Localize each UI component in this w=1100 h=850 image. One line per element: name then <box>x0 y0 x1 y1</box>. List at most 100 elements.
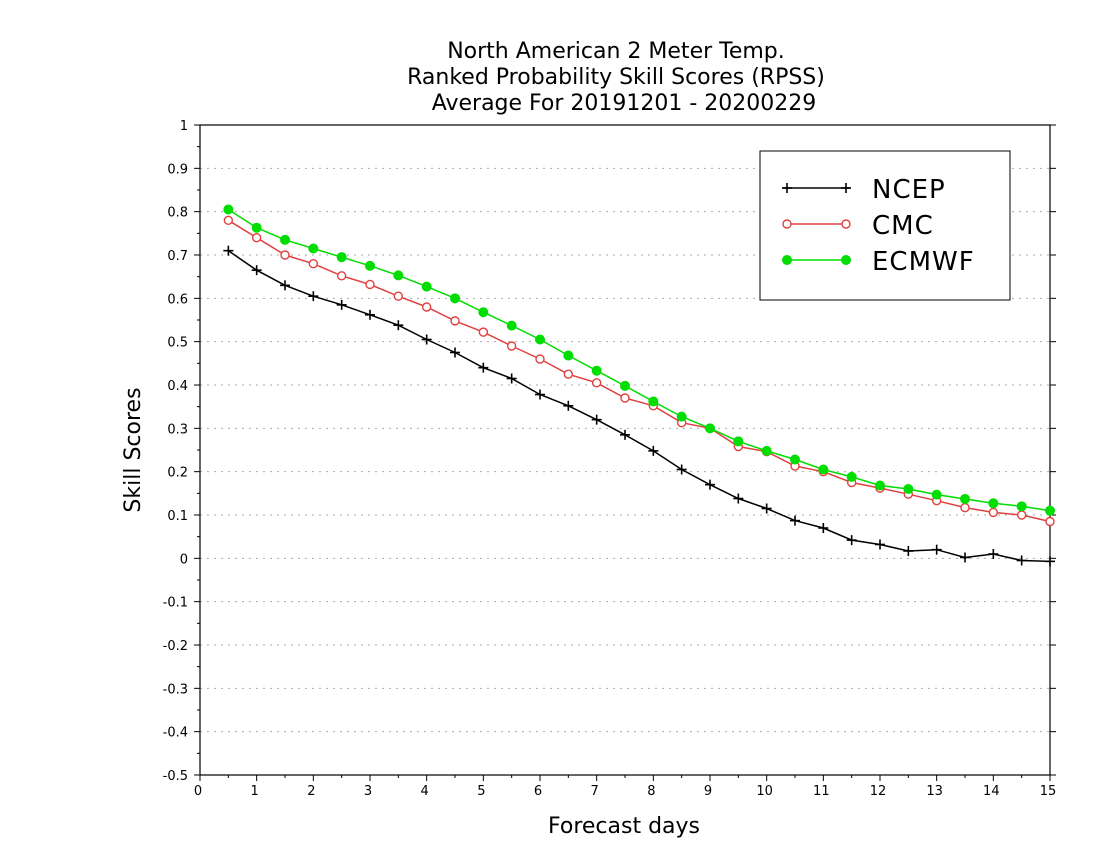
data-point-ncep <box>421 334 432 345</box>
data-point-ncep <box>506 373 517 384</box>
data-point-ecmwf <box>223 204 234 215</box>
data-point-ncep <box>790 515 800 526</box>
data-point-ncep <box>761 503 772 514</box>
data-point-ecmwf <box>903 484 914 494</box>
data-point-ecmwf <box>478 307 489 318</box>
chart-title: North American 2 Meter Temp. Ranked Prob… <box>407 39 825 116</box>
data-point-ecmwf <box>960 493 970 504</box>
data-point-cmc <box>478 327 489 337</box>
x-tick-label: 15 <box>1040 784 1057 799</box>
data-point-cmc <box>620 393 630 403</box>
data-point-ecmwf <box>280 234 290 245</box>
data-point-cmc <box>563 369 574 379</box>
data-point-ecmwf <box>535 334 545 345</box>
data-point-ncep <box>1045 556 1055 567</box>
y-tick-label: -0.1 <box>163 596 188 611</box>
x-tick-label: 7 <box>591 784 599 799</box>
data-point-ecmwf <box>790 454 800 465</box>
data-point-cmc <box>450 316 460 326</box>
data-point-ncep <box>336 299 347 310</box>
data-point-ncep <box>733 493 744 504</box>
data-point-cmc <box>251 232 262 243</box>
x-tick-label: 8 <box>647 784 655 799</box>
data-point-cmc <box>1016 510 1027 520</box>
data-point-ecmwf <box>1016 501 1027 512</box>
data-point-ncep <box>280 280 290 291</box>
x-tick-label: 1 <box>251 784 259 799</box>
legend-label-ecmwf: ECMWF <box>872 247 975 277</box>
chart-title-line-2: Ranked Probability Skill Scores (RPSS) <box>407 65 825 90</box>
data-point-ncep <box>450 347 460 358</box>
data-point-ecmwf <box>875 480 885 491</box>
y-tick-label: -0.3 <box>163 682 188 697</box>
data-point-ecmwf <box>563 350 574 361</box>
data-point-ncep <box>308 291 319 302</box>
y-tick-label: 0.7 <box>167 249 188 264</box>
data-point-ecmwf <box>705 423 715 434</box>
data-point-ncep <box>846 535 857 546</box>
data-point-cmc <box>535 354 545 364</box>
legend-box <box>759 150 1011 301</box>
data-point-ecmwf <box>450 293 460 304</box>
legend-marker-ncep <box>782 183 792 193</box>
y-tick-label: 1 <box>180 119 188 134</box>
data-point-ncep <box>818 523 829 533</box>
data-point-ecmwf <box>818 464 829 475</box>
x-tick-label: 11 <box>813 784 830 799</box>
x-tick-label: 13 <box>926 784 943 799</box>
x-tick-label: 9 <box>704 784 712 799</box>
data-point-cmc <box>223 215 234 226</box>
x-tick-label: 14 <box>983 784 1000 799</box>
y-tick-label: 0.4 <box>167 379 188 394</box>
data-point-ncep <box>620 429 630 440</box>
data-point-ecmwf <box>421 281 432 292</box>
y-tick-label: 0.1 <box>167 509 188 524</box>
data-point-ecmwf <box>676 411 687 422</box>
series-ecmwf <box>223 204 1055 516</box>
y-axis-label: Skill Scores <box>121 387 146 512</box>
x-tick-label: 4 <box>421 784 429 799</box>
data-point-ecmwf <box>336 252 347 263</box>
data-point-ncep <box>648 445 659 456</box>
data-point-ecmwf <box>733 436 744 447</box>
data-point-ecmwf <box>506 320 517 331</box>
data-point-ecmwf <box>761 445 772 456</box>
legend-marker-ncep <box>841 183 851 193</box>
legend-marker-cmc <box>841 219 851 229</box>
data-point-ncep <box>251 265 262 276</box>
y-tick-label: 0.8 <box>167 206 188 221</box>
data-point-cmc <box>336 271 347 281</box>
chart-title-line-1: North American 2 Meter Temp. <box>447 39 785 64</box>
x-tick-label: 3 <box>364 784 372 799</box>
data-point-ncep <box>676 464 687 475</box>
data-point-cmc <box>421 302 432 312</box>
data-point-ecmwf <box>1045 505 1055 516</box>
legend-marker-ecmwf <box>841 255 851 265</box>
legend: NCEP CMC ECMWF <box>759 150 1011 301</box>
data-point-cmc <box>308 258 319 269</box>
y-tick-label: 0.2 <box>167 466 188 481</box>
data-point-ncep <box>931 544 942 555</box>
data-point-ecmwf <box>988 498 999 509</box>
y-tick-label: 0.9 <box>167 162 188 177</box>
y-tick-label: -0.2 <box>163 639 188 654</box>
data-point-ncep <box>960 552 970 563</box>
axes: 1 0.9 0.8 0.7 0.6 0.5 0.4 0.3 0.2 0.1 0 -0.1 -0.2 -0.… <box>163 119 1057 799</box>
data-point-cmc <box>393 291 404 301</box>
series-line-cmc <box>227 219 1051 523</box>
data-point-ncep <box>988 549 999 559</box>
x-axis-label: Forecast days <box>548 814 700 839</box>
data-point-ecmwf <box>620 380 630 391</box>
data-point-ncep <box>365 309 375 320</box>
data-point-ecmwf <box>846 471 857 482</box>
data-point-cmc <box>591 378 602 388</box>
x-tick-label: 0 <box>194 784 202 799</box>
data-series <box>223 204 1055 567</box>
legend-label-ncep: NCEP <box>872 175 946 205</box>
data-point-cmc <box>960 502 970 513</box>
x-tick-label: 6 <box>534 784 542 799</box>
legend-marker-ecmwf <box>782 255 792 265</box>
data-point-cmc <box>280 250 290 260</box>
data-point-ncep <box>705 479 715 490</box>
